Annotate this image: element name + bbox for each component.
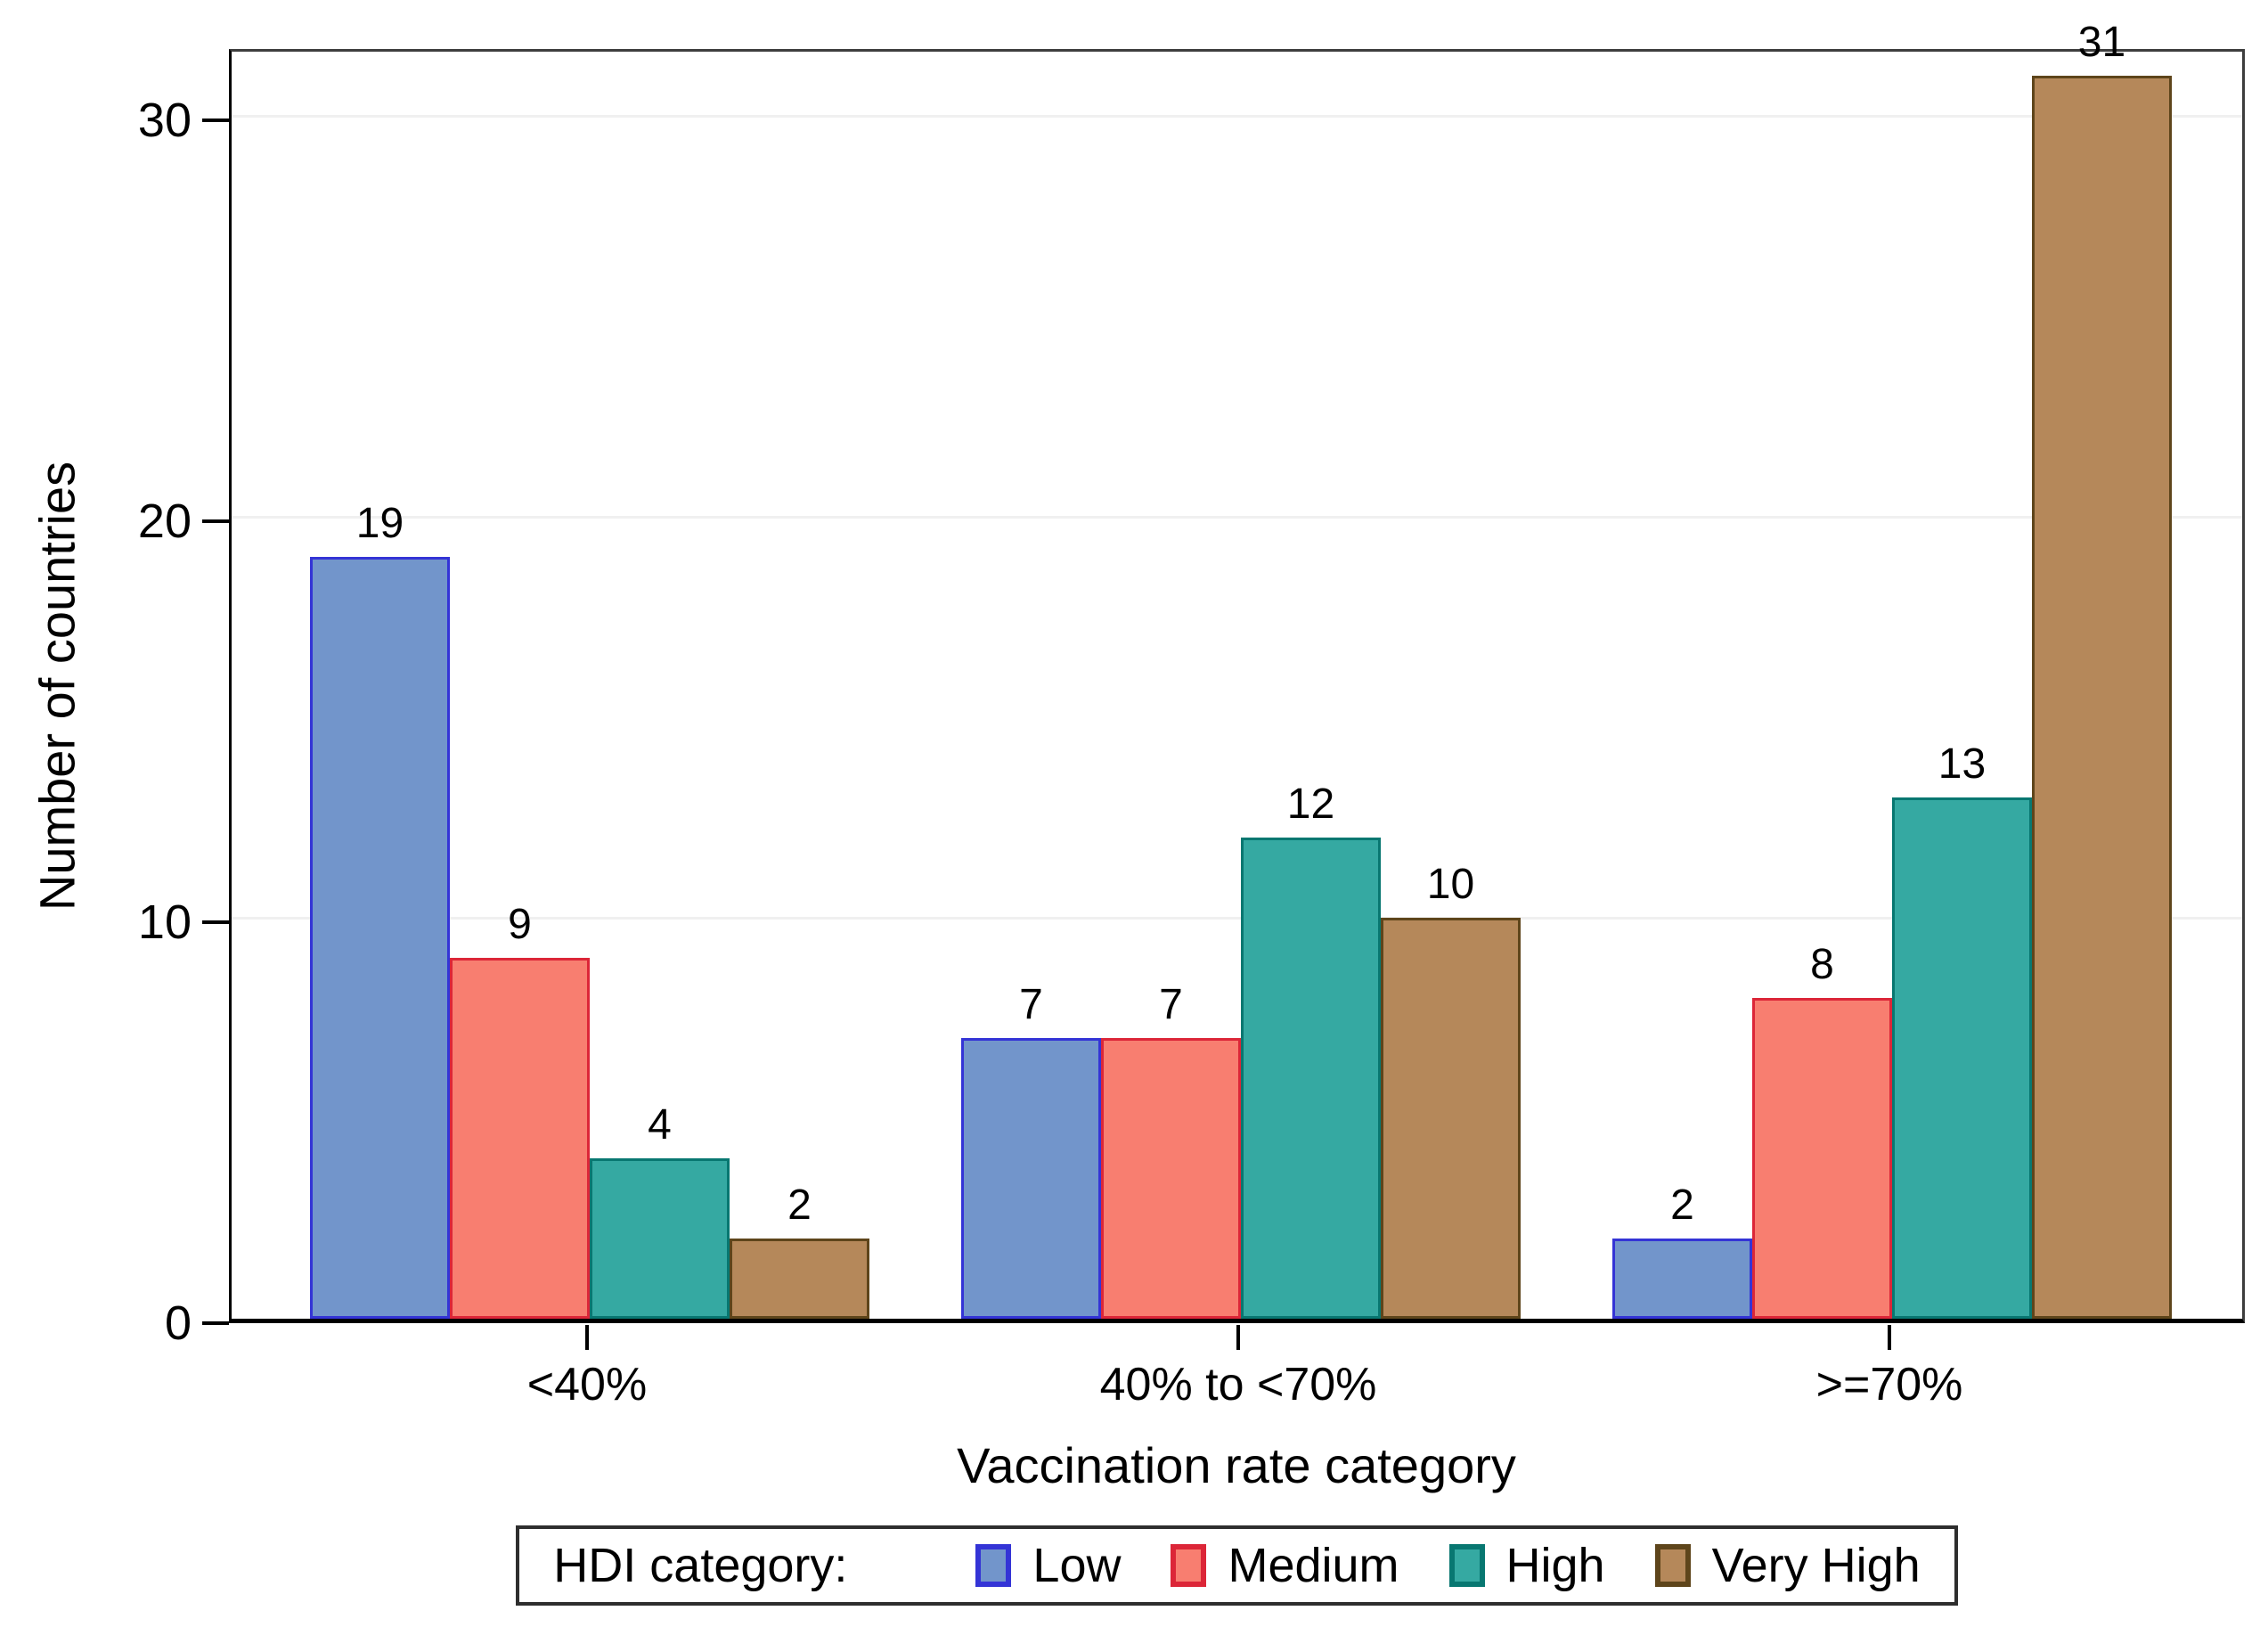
bar-group-1: 19 9 4 2 [310, 503, 869, 1319]
bar-value-label: 19 [355, 500, 404, 547]
bar-very-high: 2 [730, 1184, 869, 1319]
gridline-10 [232, 917, 2242, 920]
legend-label: Very High [1711, 1539, 1921, 1592]
legend-entry-very-high: Very High [1654, 1539, 1921, 1592]
y-tick-mark [202, 1321, 229, 1325]
legend-label: Low [1032, 1539, 1122, 1592]
bar-low: 2 [1612, 1184, 1752, 1319]
x-tick-label: <40% [526, 1359, 648, 1410]
bar-high: 12 [1241, 783, 1381, 1319]
bar-medium: 8 [1752, 944, 1892, 1319]
legend-label: High [1505, 1539, 1605, 1592]
legend-entry-low: Low [975, 1541, 1121, 1590]
x-tick-mark [1236, 1325, 1240, 1350]
bar-very-high: 10 [1381, 863, 1521, 1319]
bar-medium: 9 [450, 903, 590, 1319]
x-axis-title: Vaccination rate category [957, 1437, 1516, 1493]
bar-value-label: 4 [648, 1101, 672, 1149]
bar-value-label: 12 [1286, 781, 1335, 828]
bar-value-label: 2 [1670, 1181, 1694, 1229]
plot-area: 19 9 4 2 7 7 12 10 2 8 13 31 [229, 21, 2245, 1323]
bar-high: 4 [590, 1104, 730, 1319]
legend-swatch-high [1448, 1544, 1485, 1587]
bar-value-label: 10 [1426, 861, 1475, 908]
legend-label: Medium [1228, 1539, 1399, 1592]
legend-swatch-low [975, 1544, 1012, 1587]
bar-medium: 7 [1101, 984, 1241, 1319]
gridline-20 [232, 516, 2242, 519]
bar-value-label: 8 [1810, 941, 1834, 988]
bar-group-2: 7 7 12 10 [961, 783, 1521, 1319]
x-tick-label: >=70% [1815, 1359, 1963, 1410]
legend-entry-medium: Medium [1171, 1541, 1399, 1590]
legend-swatch-medium [1171, 1544, 1207, 1587]
bar-value-label: 2 [787, 1181, 812, 1229]
y-tick-label: 30 [137, 94, 192, 147]
x-tick-mark [1888, 1325, 1891, 1350]
legend-entry-high: High [1448, 1539, 1605, 1592]
bar-value-label: 13 [1938, 740, 1987, 788]
bar-low: 7 [961, 984, 1101, 1319]
bar-group-3: 2 8 13 31 [1612, 21, 2172, 1319]
bar-value-label: 9 [508, 901, 532, 948]
bar-value-label: 7 [1159, 981, 1183, 1028]
bar-value-label: 31 [2077, 19, 2126, 66]
bar-low: 19 [310, 503, 450, 1319]
legend: HDI category: Low Medium High Very High [516, 1525, 1958, 1606]
y-tick-label: 10 [137, 895, 192, 949]
y-tick-label: 0 [164, 1296, 192, 1350]
legend-title: HDI category: [553, 1539, 848, 1592]
y-tick-label: 20 [137, 495, 192, 548]
y-tick-mark [202, 920, 229, 924]
x-tick-mark [585, 1325, 589, 1350]
y-tick-mark [202, 519, 229, 523]
x-tick-label: 40% to <70% [1099, 1359, 1377, 1410]
legend-row: HDI category: Low Medium High Very High [229, 1525, 2245, 1606]
bar-value-label: 7 [1019, 981, 1043, 1028]
bar-very-high: 31 [2032, 21, 2172, 1319]
y-tick-mark [202, 119, 229, 122]
legend-swatch-very-high [1654, 1544, 1691, 1587]
gridline-30 [232, 115, 2242, 118]
bar-high: 13 [1892, 743, 2032, 1319]
